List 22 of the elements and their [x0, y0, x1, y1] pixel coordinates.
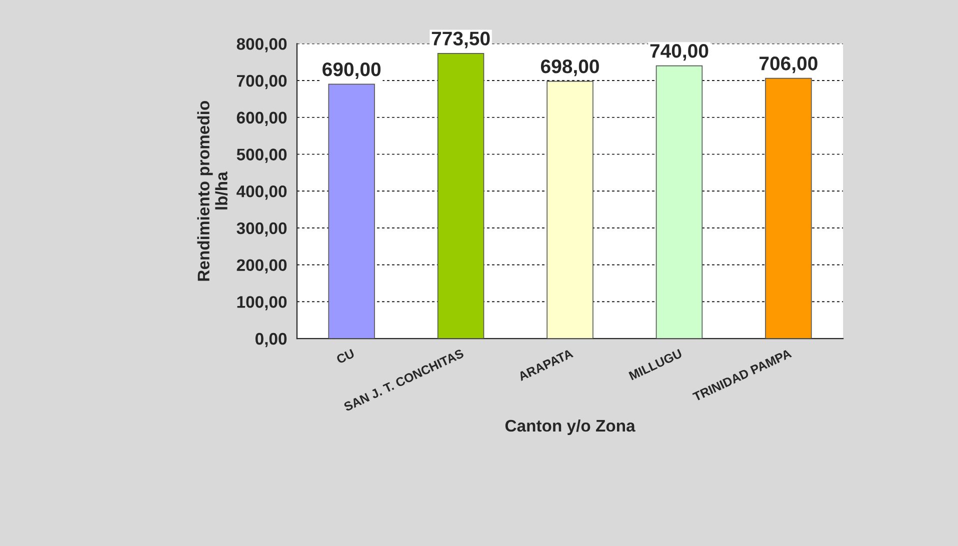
bar: [765, 78, 812, 339]
y-tick-label: 400,00: [236, 186, 287, 200]
bar: [437, 53, 484, 339]
data-label: 773,50: [432, 32, 490, 48]
y-tick-label: 500,00: [236, 148, 287, 163]
data-label: 706,00: [760, 56, 818, 74]
bar: [546, 80, 594, 339]
data-label: 740,00: [650, 44, 708, 61]
y-tick-label: 200,00: [236, 259, 287, 274]
y-tick-label: 0,00: [255, 332, 287, 348]
y-tick-label: 800,00: [236, 38, 287, 52]
y-tick-label: 300,00: [236, 222, 287, 237]
data-label: 698,00: [540, 59, 599, 76]
x-axis-title: Canton y/o Zona: [505, 419, 636, 435]
data-label: 690,00: [322, 62, 381, 80]
bar: [328, 84, 375, 339]
y-tick-label: 700,00: [237, 74, 287, 90]
y-axis-title: Rendimiento promedio lb/ha: [197, 101, 228, 281]
y-tick-label: 600,00: [236, 112, 287, 126]
x-tick-label: CU: [336, 348, 355, 364]
bar: [656, 65, 703, 339]
y-tick-label: 100,00: [237, 296, 287, 310]
